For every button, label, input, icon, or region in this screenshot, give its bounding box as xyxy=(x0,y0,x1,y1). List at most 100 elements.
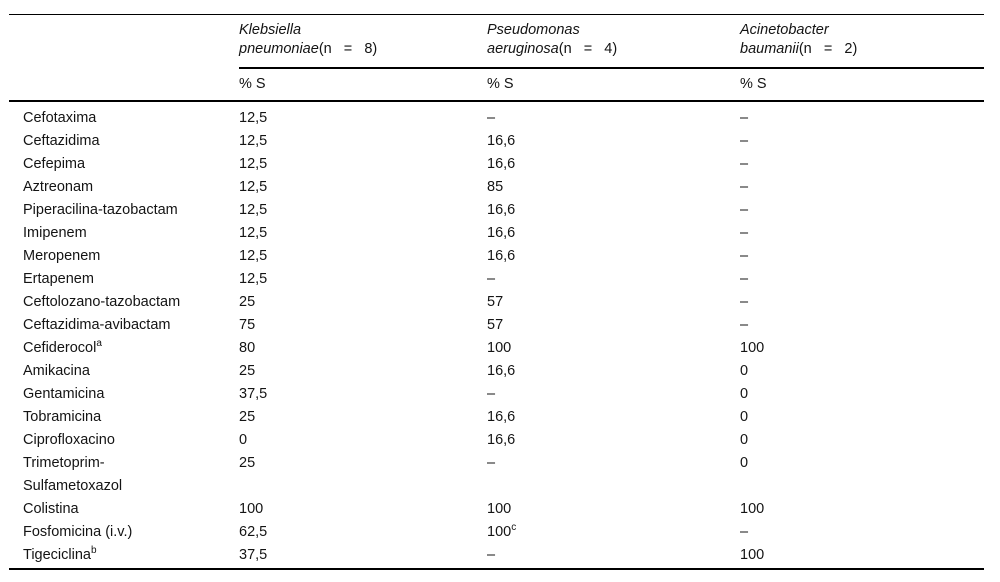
drug-name-cell: Trimetoprim- Sulfametoxazol xyxy=(23,455,123,494)
value-cell-klebsiella: 25 xyxy=(239,294,256,310)
value-cell-acinetobacter: 0 xyxy=(740,386,749,402)
value-cell-pseudomonas: – xyxy=(487,386,496,402)
drug-name-cell: Aztreonam xyxy=(23,179,94,195)
value-cell-acinetobacter: 100 xyxy=(740,340,765,356)
value-cell-acinetobacter: – xyxy=(740,133,749,149)
table-row: Ceftazidima-avibactam 75 57 – xyxy=(9,314,984,337)
drug-name-cell: Colistina xyxy=(23,501,79,517)
drug-name-cell: Cefotaxima xyxy=(23,110,97,126)
drug-column-header-empty xyxy=(9,14,239,68)
subheader-percent-s-pseudomonas: % S xyxy=(487,68,740,102)
value-cell-klebsiella: 0 xyxy=(239,432,248,448)
drug-name-cell: Amikacina xyxy=(23,363,90,379)
table-row: Imipenem 12,5 16,6 – xyxy=(9,222,984,245)
value-cell-acinetobacter: 100 xyxy=(740,544,984,570)
value-cell-acinetobacter: – xyxy=(740,156,749,172)
value-cell-klebsiella: 75 xyxy=(239,317,256,333)
value-cell-klebsiella: 12,5 xyxy=(239,110,268,126)
value-cell-pseudomonas: 100 xyxy=(487,501,512,517)
value-cell-pseudomonas: 16,6 xyxy=(487,156,516,172)
value-cell-acinetobacter: 0 xyxy=(740,432,749,448)
drug-name-cell: Imipenem xyxy=(23,225,87,241)
value-cell-klebsiella: 100 xyxy=(239,501,264,517)
value-cell-acinetobacter: 0 xyxy=(740,455,749,471)
drug-name-cell: Meropenem xyxy=(23,248,101,264)
value-cell-klebsiella: 37,5 xyxy=(239,386,268,402)
footnote-marker: b xyxy=(90,545,97,557)
drug-name-cell: Ceftazidima xyxy=(23,133,100,149)
species-text: pneumoniae xyxy=(239,41,319,57)
value-cell-acinetobacter: 100 xyxy=(740,501,765,517)
value-cell-klebsiella: 12,5 xyxy=(239,179,268,195)
drug-name-cell: Fosfomicina (i.v.) xyxy=(23,524,133,540)
table-row: Cefiderocola 80 100 100 xyxy=(9,337,984,360)
drug-name-cell: Gentamicina xyxy=(23,386,105,402)
value-cell-acinetobacter: – xyxy=(740,225,749,241)
value-cell-klebsiella: 12,5 xyxy=(239,225,268,241)
table-row: Ceftazidima 12,5 16,6 – xyxy=(9,130,984,153)
susceptibility-table: Klebsiella pneumoniae(n = 8) Pseudomonas… xyxy=(9,14,984,570)
value-cell-klebsiella: 80 xyxy=(239,340,256,356)
table-row: Gentamicina 37,5 – 0 xyxy=(9,383,984,406)
value-cell-klebsiella: 12,5 xyxy=(239,156,268,172)
table-row: Cefepima 12,5 16,6 – xyxy=(9,153,984,176)
species-text: baumanii xyxy=(740,41,799,57)
value-cell-pseudomonas: 16,6 xyxy=(487,133,516,149)
footnote-marker: a xyxy=(96,338,103,350)
value-cell-klebsiella: 25 xyxy=(239,455,256,471)
column-header-acinetobacter: Acinetobacter baumanii(n = 2) xyxy=(740,14,984,69)
value-cell-acinetobacter: – xyxy=(740,271,749,287)
species-header-row: Klebsiella pneumoniae(n = 8) Pseudomonas… xyxy=(9,14,984,69)
value-cell-klebsiella: 62,5 xyxy=(239,524,268,540)
drug-name-cell: Ceftazidima-avibactam xyxy=(23,317,171,333)
value-cell-acinetobacter: – xyxy=(740,110,749,126)
value-cell-pseudomonas: 57 xyxy=(487,294,504,310)
drug-name-cell: Ciprofloxacino xyxy=(23,432,115,448)
n-count-text: (n = 8) xyxy=(318,41,378,57)
table-row: Cefotaxima 12,5 – – xyxy=(9,101,984,130)
species-text: aeruginosa xyxy=(487,41,559,57)
value-cell-klebsiella: 12,5 xyxy=(239,202,268,218)
value-cell-klebsiella: 12,5 xyxy=(239,133,268,149)
drug-name-cell: Cefepima xyxy=(23,156,86,172)
value-cell-acinetobacter: – xyxy=(740,179,749,195)
value-cell-klebsiella: 12,5 xyxy=(239,248,268,264)
table-row: Meropenem 12,5 16,6 – xyxy=(9,245,984,268)
table-row: Trimetoprim- Sulfametoxazol 25 – 0 xyxy=(9,452,984,498)
subheader-empty xyxy=(9,68,239,102)
genus-text: Klebsiella xyxy=(239,22,302,38)
value-cell-pseudomonas: 16,6 xyxy=(487,432,516,448)
value-cell-pseudomonas: 16,6 xyxy=(487,409,516,425)
drug-name-cell: Piperacilina-tazobactam xyxy=(23,202,178,218)
value-cell-klebsiella: 37,5 xyxy=(239,544,487,570)
drug-name-cell: Ceftolozano-tazobactam xyxy=(23,294,181,310)
footnote-marker: c xyxy=(511,522,517,534)
value-cell-pseudomonas: – xyxy=(487,544,740,570)
value-cell-pseudomonas: 85 xyxy=(487,179,504,195)
value-cell-klebsiella: 25 xyxy=(239,363,256,379)
n-count-text: (n = 4) xyxy=(558,41,618,57)
value-cell-pseudomonas: 16,6 xyxy=(487,225,516,241)
value-cell-klebsiella: 12,5 xyxy=(239,271,268,287)
value-cell-pseudomonas: – xyxy=(487,110,496,126)
table-row: Tobramicina 25 16,6 0 xyxy=(9,406,984,429)
value-cell-pseudomonas: 100c xyxy=(487,522,517,540)
genus-text: Acinetobacter xyxy=(740,22,829,38)
value-cell-acinetobacter: – xyxy=(740,524,749,540)
value-cell-acinetobacter: – xyxy=(740,248,749,264)
column-header-klebsiella: Klebsiella pneumoniae(n = 8) xyxy=(239,14,487,69)
table-row: Tigeciclinab 37,5 – 100 xyxy=(9,544,984,570)
value-cell-pseudomonas: – xyxy=(487,271,496,287)
value-cell-pseudomonas: 16,6 xyxy=(487,248,516,264)
genus-text: Pseudomonas xyxy=(487,22,580,38)
table-row: Ertapenem 12,5 – – xyxy=(9,268,984,291)
value-cell-acinetobacter: 0 xyxy=(740,409,749,425)
table-row: Colistina 100 100 100 xyxy=(9,498,984,521)
column-header-pseudomonas: Pseudomonas aeruginosa(n = 4) xyxy=(487,14,740,69)
table-row: Ciprofloxacino 0 16,6 0 xyxy=(9,429,984,452)
subheader-percent-s-acinetobacter: % S xyxy=(740,68,984,102)
value-cell-pseudomonas: 57 xyxy=(487,317,504,333)
subheader-row: % S % S % S xyxy=(9,68,984,102)
value-cell-pseudomonas: – xyxy=(487,455,496,471)
